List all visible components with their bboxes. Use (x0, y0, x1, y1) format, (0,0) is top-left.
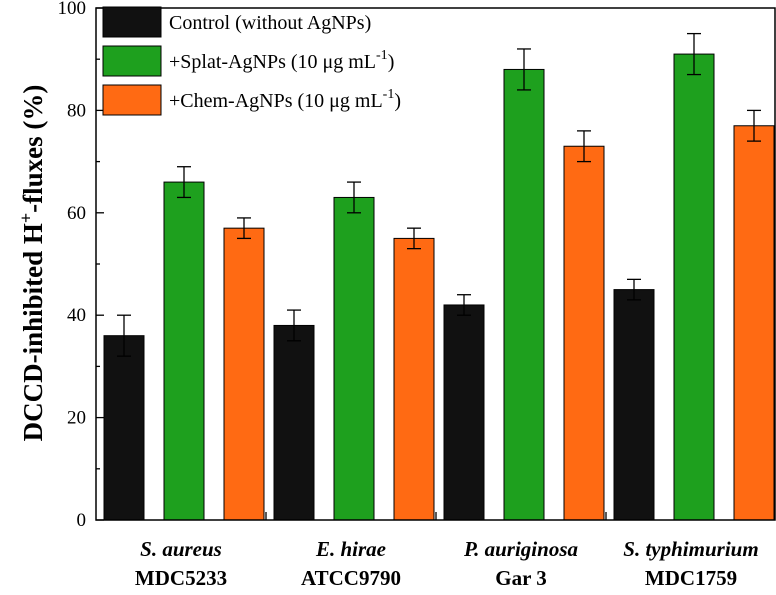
error-bar-2-1 (407, 227, 421, 250)
bars (103, 32, 775, 521)
bar-1-3 (673, 53, 715, 521)
y-tick-label: 80 (67, 100, 86, 121)
legend: Control (without AgNPs) +Splat-AgNPs (10 … (102, 6, 401, 116)
y-tick-label: 20 (67, 408, 86, 429)
error-bar-0-0 (117, 314, 131, 357)
y-tick-label: 0 (77, 510, 87, 531)
bar-1-2 (503, 68, 545, 521)
y-tick-label: 40 (67, 305, 86, 326)
x-category-strain: MDC1759 (645, 566, 737, 590)
error-bar-0-1 (287, 309, 301, 342)
bar-2-1 (393, 237, 435, 521)
bar-2-2 (563, 145, 605, 521)
bar-1-0 (163, 181, 205, 521)
y-axis-label-pre: DCCD-inhibited H (18, 223, 48, 441)
x-category-name: S. aureus (140, 537, 222, 561)
bar-0-1 (273, 324, 315, 521)
bar-2-0 (223, 227, 265, 521)
error-bar-0-3 (627, 278, 641, 301)
bar-1-1 (333, 196, 375, 521)
y-tick-label: 60 (67, 203, 86, 224)
x-category-strain: Gar 3 (495, 566, 547, 590)
legend-swatch-0 (102, 6, 162, 38)
bar-0-0 (103, 335, 145, 521)
bar-2-3 (733, 125, 775, 521)
error-bar-1-2 (517, 48, 531, 91)
error-bar-0-2 (457, 294, 471, 316)
error-bar-1-0 (177, 166, 191, 199)
error-bar-2-0 (237, 217, 251, 240)
legend-label-0: Control (without AgNPs) (169, 12, 371, 34)
x-category-name: P. auriginosa (463, 537, 578, 561)
y-axis-label-post: -fluxes (%) (18, 85, 48, 213)
y-axis-label: DCCD-inhibited H+-fluxes (%) (16, 85, 48, 442)
x-category-strain: MDC5233 (135, 566, 227, 590)
error-bar-2-3 (747, 109, 761, 142)
error-bar-1-1 (347, 181, 361, 214)
x-category-name: S. typhimurium (623, 537, 758, 561)
bar-0-2 (443, 304, 485, 521)
error-bar-1-3 (687, 32, 701, 76)
error-bar-2-2 (577, 130, 591, 163)
legend-label-2: +Chem-AgNPs (10 μg mL-1) (169, 87, 401, 112)
x-category-strain: ATCC9790 (301, 566, 401, 590)
y-axis-label-sup: + (16, 213, 36, 223)
y-tick-label: 100 (58, 0, 87, 19)
legend-label-1: +Splat-AgNPs (10 μg mL-1) (169, 48, 394, 73)
legend-swatch-2 (102, 84, 162, 116)
y-ticks: 0 20 40 60 80 100 (58, 0, 607, 531)
bar-0-3 (613, 289, 655, 521)
legend-swatch-1 (102, 45, 162, 77)
x-category-labels: S. aureus MDC5233 E. hirae ATCC9790 P. aurig… (135, 537, 759, 590)
x-category-name: E. hirae (315, 537, 386, 561)
